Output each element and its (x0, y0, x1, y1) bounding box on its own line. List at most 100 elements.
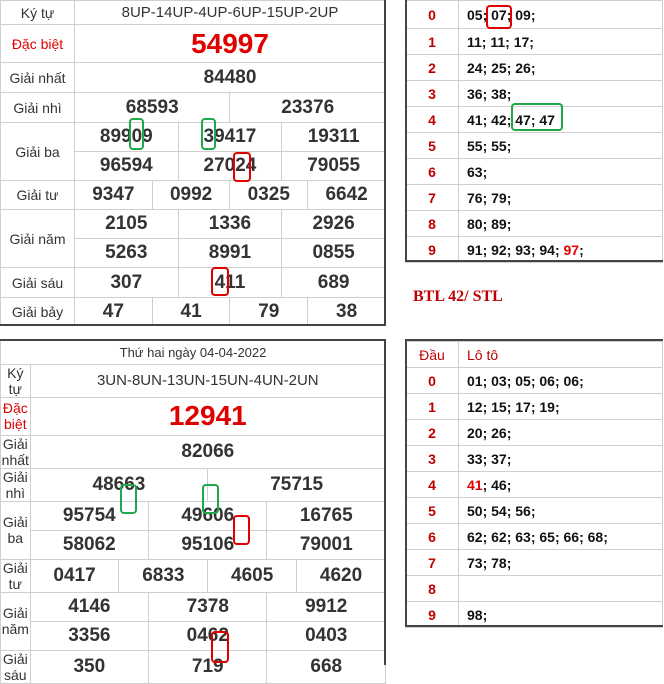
result-date: Thứ hai ngày 04-04-2022 (0, 341, 386, 365)
dau-header: Đầu (405, 341, 459, 368)
giai-sau-value: 350 (29, 649, 150, 684)
giai-nam-value: 3356 (29, 620, 150, 651)
loto-cell: 33; 37; (458, 445, 663, 472)
divider (405, 0, 407, 262)
giai-ba-value: 19311 (281, 122, 386, 152)
giai-tu-value: 9347 (74, 180, 153, 210)
loto-cell: 05; 07; 09; (458, 0, 663, 29)
dau-cell: 2 (405, 54, 459, 81)
giai-tu-value: 6642 (307, 180, 386, 210)
dau-cell: 0 (405, 367, 459, 394)
giai-tu-label: Giải tư (0, 180, 75, 210)
giai-tu-value: 0417 (29, 558, 120, 593)
giai-bay-label: Giải bảy (0, 297, 75, 326)
loto-cell: 62; 62; 63; 65; 66; 68; (458, 523, 663, 550)
giai-nam-value: 0403 (266, 620, 386, 651)
dau-cell: 4 (405, 471, 459, 498)
giai-nhat-value: 82066 (29, 434, 387, 469)
loto-cell: 98; (458, 601, 663, 628)
loto-cell: 91; 92; 93; 94; 97; (458, 236, 663, 263)
giai-ba-value: 95754 (29, 500, 150, 531)
ky-tu-value: 3UN-8UN-13UN-15UN-4UN-2UN (29, 363, 387, 398)
giai-nam-value: 7378 (148, 591, 268, 622)
giai-ba-value: 79055 (281, 151, 386, 181)
loto-cell (458, 575, 663, 602)
dau-cell: 4 (405, 106, 459, 133)
giai-bay-value: 47 (74, 297, 153, 326)
giai-nam-value: 2105 (74, 209, 179, 239)
giai-nam-value: 5263 (74, 238, 179, 268)
giai-ba-value: 39417 (177, 122, 283, 152)
dau-cell: 7 (405, 184, 459, 211)
giai-nam-value: 0462 (148, 620, 268, 651)
loto-cell: 63; (458, 158, 663, 185)
giai-tu-value: 0325 (229, 180, 309, 210)
giai-nam-value: 4146 (29, 591, 150, 622)
loto-header: Lô tô (458, 341, 663, 368)
dau-cell: 9 (405, 601, 459, 628)
bottom-loto-table: Đầu Lô tô 0 01; 03; 05; 06; 06; 1 12; 15… (405, 341, 663, 628)
loto-cell: 20; 26; (458, 419, 663, 446)
dac-biet-value: 54997 (74, 24, 386, 63)
giai-nhi-label: Giải nhì (0, 92, 75, 123)
highlight-mark (201, 118, 216, 150)
divider (405, 260, 663, 262)
giai-tu-label: Giải tư (0, 558, 31, 593)
ky-tu-label: Ký tự (0, 363, 31, 398)
giai-nam-value: 0855 (281, 238, 386, 268)
loto-cell: 73; 78; (458, 549, 663, 576)
loto-cell: 80; 89; (458, 210, 663, 237)
giai-nam-value: 9912 (266, 591, 386, 622)
giai-sau-value: 307 (74, 267, 179, 298)
giai-sau-value: 689 (281, 267, 386, 298)
loto-text-highlight: 97 (563, 241, 580, 258)
loto-text: ; (579, 241, 584, 258)
dau-cell: 1 (405, 393, 459, 420)
giai-bay-value: 41 (151, 297, 231, 326)
giai-nam-value: 8991 (177, 238, 283, 268)
giai-sau-value: 411 (177, 267, 283, 298)
giai-nhat-value: 84480 (74, 62, 386, 93)
highlight-mark (233, 515, 250, 545)
loto-cell: 76; 79; (458, 184, 663, 211)
dau-cell: 9 (405, 236, 459, 263)
giai-nhi-value: 23376 (229, 92, 386, 123)
highlight-mark (120, 484, 137, 514)
giai-ba-label: Giải ba (0, 122, 75, 181)
loto-text-highlight: 41 (467, 476, 483, 493)
giai-ba-value: 49606 (148, 500, 268, 531)
dau-cell: 5 (405, 132, 459, 159)
loto-cell: 11; 11; 17; (458, 28, 663, 55)
divider (405, 339, 663, 341)
divider (405, 339, 407, 627)
giai-tu-value: 0992 (151, 180, 231, 210)
dau-cell: 5 (405, 497, 459, 524)
highlight-mark (486, 5, 512, 29)
highlight-mark (211, 631, 229, 663)
dau-cell: 3 (405, 445, 459, 472)
giai-sau-value: 668 (266, 649, 386, 684)
giai-nhi-value: 48663 (29, 467, 209, 502)
dau-cell: 3 (405, 80, 459, 107)
giai-tu-value: 6833 (118, 558, 209, 593)
giai-nam-value: 2926 (281, 209, 386, 239)
top-loto-table: 0 05; 07; 09; 1 11; 11; 17; 2 24; 25; 26… (405, 0, 663, 263)
giai-ba-label: Giải ba (0, 500, 31, 560)
dac-biet-label: Đặc biệt (0, 24, 75, 63)
ky-tu-value: 8UP-14UP-4UP-6UP-15UP-2UP (74, 0, 386, 25)
highlight-mark (233, 152, 251, 182)
giai-ba-value: 27024 (177, 151, 283, 181)
giai-sau-value: 719 (148, 649, 268, 684)
top-result-table: Ký tự 8UP-14UP-4UP-6UP-15UP-2UP Đặc biệt… (0, 0, 386, 326)
dau-cell: 8 (405, 210, 459, 237)
highlight-mark (511, 103, 563, 131)
loto-cell: 12; 15; 17; 19; (458, 393, 663, 420)
loto-cell: 41; 46; (458, 471, 663, 498)
divider (384, 339, 386, 665)
giai-tu-value: 4605 (207, 558, 298, 593)
loto-cell: 50; 54; 56; (458, 497, 663, 524)
loto-text: 91; 92; 93; 94; (467, 241, 560, 258)
loto-cell: 24; 25; 26; (458, 54, 663, 81)
dau-cell: 8 (405, 575, 459, 602)
divider (0, 324, 386, 326)
